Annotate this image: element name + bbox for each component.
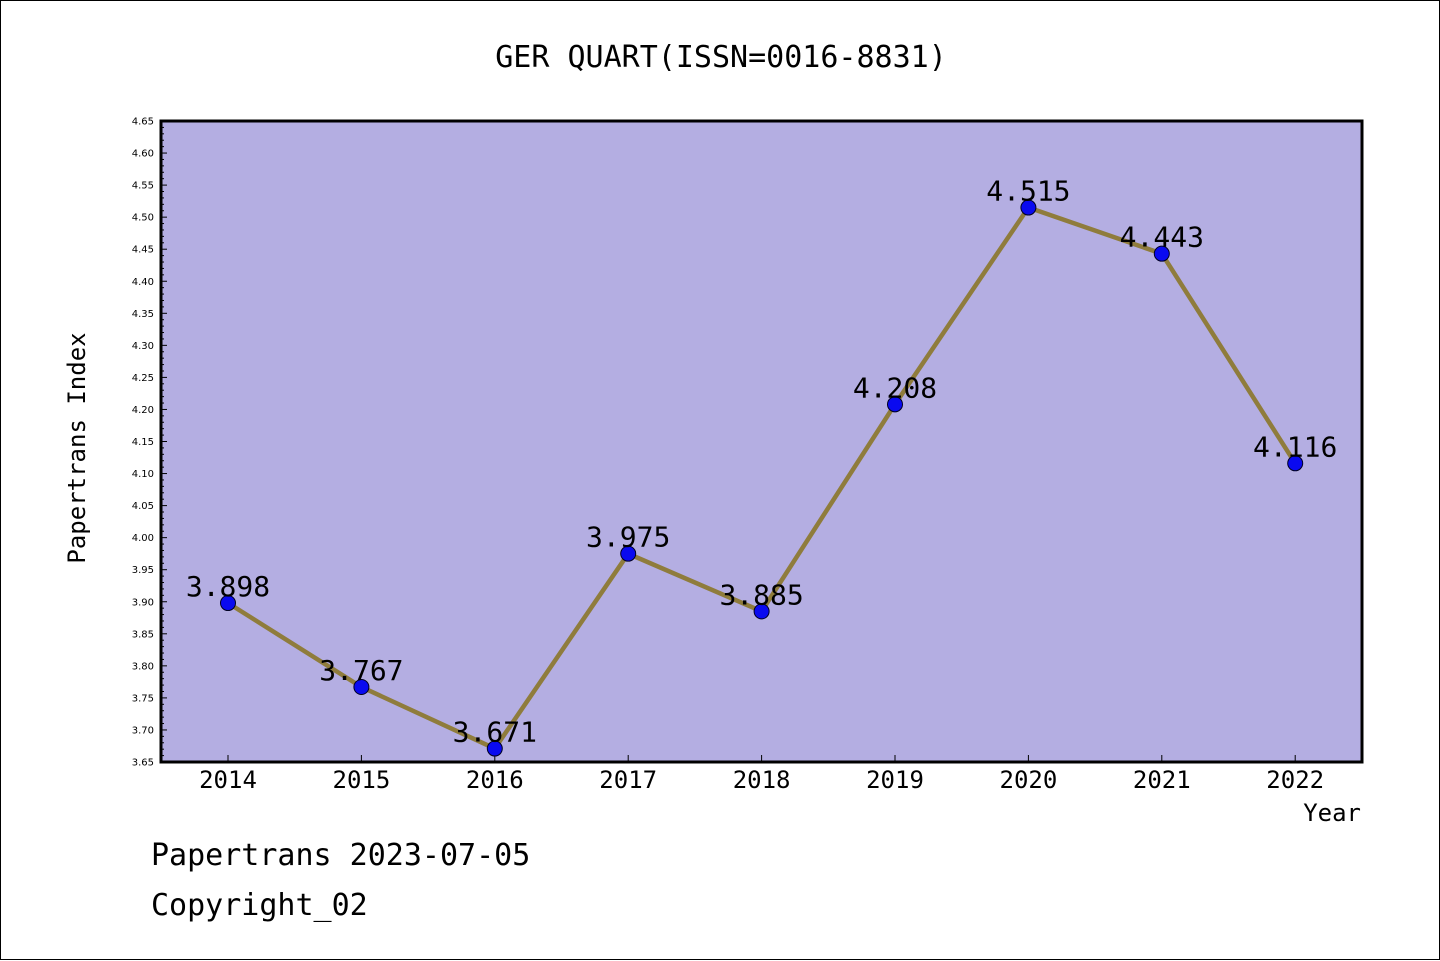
x-axis-label: Year	[1303, 799, 1361, 827]
series-group: 3.898 3.767 3.671 3.975 3.885 4.208 4.515 4.443…	[186, 175, 1337, 757]
x-tick-label: 2019	[866, 766, 924, 794]
y-tick-label: 4.20	[132, 405, 154, 416]
x-tick-label: 2017	[599, 766, 657, 794]
data-point	[353, 679, 370, 696]
data-point	[486, 740, 503, 757]
y-tick-label: 3.75	[132, 693, 154, 704]
y-tick-label: 4.00	[132, 533, 154, 544]
y-tick-label: 4.10	[132, 469, 154, 480]
data-point	[220, 595, 236, 612]
data-point	[620, 545, 637, 562]
y-tick-label: 3.80	[132, 661, 154, 672]
x-tick-label: 2014	[199, 766, 257, 794]
x-tick-label: 2020	[1000, 766, 1058, 794]
data-point	[1287, 455, 1304, 472]
data-label: 4.208	[853, 371, 937, 404]
data-point	[1153, 245, 1170, 262]
x-tick-label: 2015	[333, 766, 391, 794]
data-label: 3.671	[453, 716, 537, 749]
y-tick-label: 4.35	[132, 309, 154, 320]
y-tick-label: 4.30	[132, 341, 154, 352]
data-label: 3.898	[186, 570, 270, 603]
footer-copyright-line: Copyright_02	[151, 888, 368, 923]
y-tick-label: 3.95	[132, 565, 154, 576]
data-point	[887, 396, 903, 413]
x-axis: 2014 2015 2016 2017 2018 2019 2020 2021 2022	[199, 755, 1324, 794]
y-tick-label: 3.85	[132, 629, 154, 640]
y-tick-label: 4.45	[132, 245, 154, 256]
data-label: 4.443	[1120, 221, 1204, 254]
y-tick-label: 4.40	[132, 277, 154, 288]
y-tick-label: 4.55	[132, 181, 154, 192]
data-label: 3.767	[319, 654, 403, 687]
data-label: 4.515	[986, 175, 1070, 208]
x-tick-label: 2018	[733, 766, 791, 794]
y-axis: 3.65 3.70 3.75 3.80 3.85 3.90 3.95 4.00 4.05 4.10…	[132, 117, 167, 769]
y-tick-label: 4.50	[132, 213, 154, 224]
data-point	[1020, 199, 1037, 216]
y-tick-label: 4.60	[132, 149, 154, 160]
x-tick-label: 2016	[466, 766, 524, 794]
y-axis-label: Papertrans Index	[63, 332, 91, 563]
y-tick-label: 4.25	[132, 373, 154, 384]
y-tick-label: 3.70	[132, 725, 154, 736]
y-tick-label: 4.65	[132, 117, 154, 128]
footer-date-line: Papertrans 2023-07-05	[151, 838, 530, 873]
y-tick-label: 3.90	[132, 597, 154, 608]
y-tick-label: 4.15	[132, 437, 154, 448]
y-tick-label: 3.65	[132, 758, 154, 769]
data-label: 3.975	[586, 521, 670, 554]
y-tick-label: 4.05	[132, 501, 154, 512]
x-tick-label: 2021	[1133, 766, 1191, 794]
chart-title: GER QUART(ISSN=0016-8831)	[495, 40, 947, 75]
data-label: 4.116	[1253, 430, 1337, 463]
plot-area	[159, 119, 1364, 764]
x-tick-label: 2022	[1266, 766, 1324, 794]
data-point	[753, 603, 770, 620]
data-label: 3.885	[719, 578, 803, 611]
